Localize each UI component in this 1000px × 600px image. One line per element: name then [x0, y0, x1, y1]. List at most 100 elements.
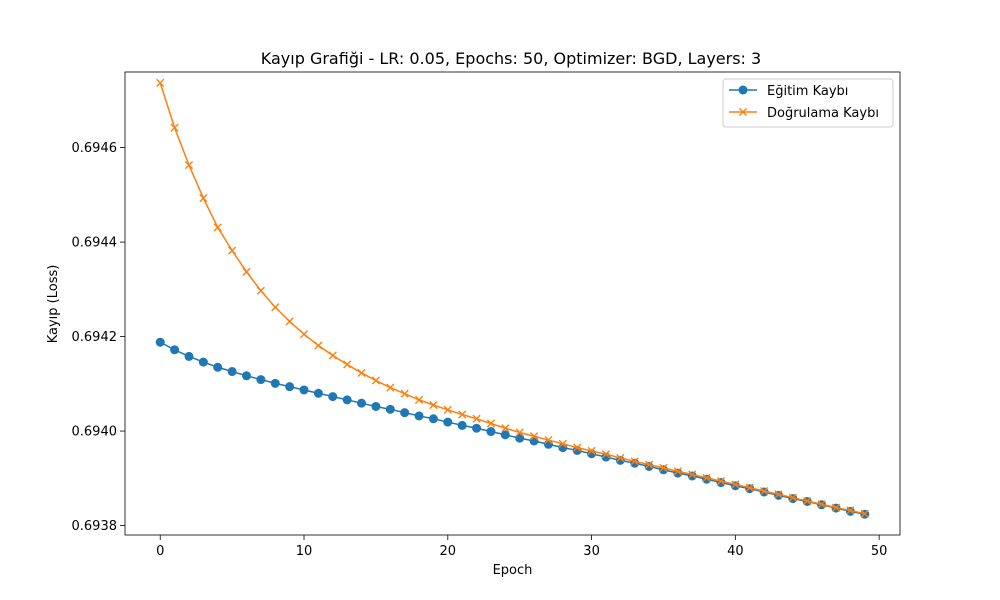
data-point: [241, 371, 251, 381]
data-point: [817, 500, 826, 509]
data-point: [414, 411, 424, 421]
data-point: [774, 490, 783, 499]
legend-label: Doğrulama Kaybı: [767, 106, 879, 121]
data-point: [170, 345, 180, 355]
data-point: [515, 428, 524, 437]
data-point: [314, 341, 323, 350]
data-point: [270, 378, 280, 388]
data-point: [328, 392, 338, 402]
data-point: [731, 480, 740, 489]
data-point: [357, 398, 367, 408]
data-point: [299, 385, 309, 395]
data-point: [601, 450, 611, 459]
data-point: [371, 376, 380, 385]
data-point: [313, 388, 323, 398]
data-point: [285, 317, 294, 326]
data-point: [501, 424, 510, 433]
data-point: [400, 389, 409, 398]
data-point: [458, 410, 467, 419]
data-point: [702, 473, 711, 482]
y-tick-label: 0.6940: [72, 425, 118, 440]
data-point: [472, 414, 481, 423]
data-point: [529, 432, 539, 441]
data-point: [428, 414, 438, 424]
legend-marker: [738, 107, 748, 117]
data-point: [414, 395, 424, 404]
data-point: [256, 286, 265, 295]
x-tick-label: 20: [440, 544, 457, 559]
data-point: [486, 419, 496, 428]
y-tick-label: 0.6944: [72, 236, 118, 251]
data-point: [328, 351, 337, 360]
data-point: [457, 420, 467, 430]
data-point: [616, 453, 625, 463]
x-tick-label: 40: [727, 544, 744, 559]
x-tick-label: 50: [871, 544, 888, 559]
data-point: [486, 427, 496, 437]
plot-frame: [124, 71, 901, 536]
data-point: [515, 433, 525, 443]
x-tick-label: 10: [296, 544, 313, 559]
x-tick-label: 30: [583, 544, 600, 559]
data-point: [184, 351, 194, 361]
data-point: [659, 463, 668, 473]
data-point: [155, 337, 165, 347]
data-point: [472, 423, 482, 433]
data-point: [385, 404, 395, 414]
data-point: [343, 360, 352, 369]
data-point: [357, 368, 366, 378]
data-point: [645, 460, 654, 469]
data-point: [386, 383, 395, 392]
data-point: [170, 123, 179, 132]
x-tick-label: 0: [156, 544, 164, 559]
data-point: [846, 506, 855, 515]
data-point: [227, 367, 237, 377]
data-point: [688, 470, 697, 479]
y-tick-label: 0.6938: [72, 519, 118, 534]
data-point: [716, 477, 726, 486]
data-point: [673, 467, 682, 476]
data-point: [443, 405, 452, 414]
data-point: [213, 223, 222, 232]
y-axis-label: Kayıp (Loss): [46, 265, 61, 344]
data-point: [745, 483, 754, 492]
data-point: [573, 443, 582, 452]
chart-title: Kayıp Grafiği - LR: 0.05, Epochs: 50, Op…: [261, 49, 761, 68]
data-point: [184, 160, 194, 170]
series-2: [156, 78, 869, 518]
data-point: [630, 457, 639, 466]
data-point: [199, 194, 208, 203]
data-point: [198, 357, 208, 367]
data-point: [831, 503, 841, 512]
data-point: [256, 375, 266, 385]
data-point: [285, 382, 295, 392]
data-point: [271, 303, 280, 312]
data-point: [443, 417, 453, 427]
data-point: [500, 430, 510, 440]
data-point: [558, 439, 567, 448]
legend: Eğitim Kaybı Doğrulama Kaybı: [722, 78, 894, 128]
legend-box: [722, 78, 894, 128]
data-point: [156, 78, 165, 87]
legend-marker: [738, 85, 748, 95]
data-point: [788, 493, 797, 502]
y-tick-label: 0.6946: [72, 141, 118, 156]
data-point: [213, 362, 223, 372]
data-point: [400, 408, 410, 418]
data-point: [860, 509, 869, 518]
y-tick-label: 0.6942: [72, 330, 118, 345]
plot-area: 0 10 20 30 40 50 0.6938 0.6940 0.6942 0.6944 0.694…: [72, 71, 901, 559]
data-point: [242, 267, 251, 276]
data-point: [544, 435, 553, 445]
legend-label: Eğitim Kaybı: [767, 84, 848, 99]
data-point: [299, 330, 309, 339]
data-point: [803, 496, 812, 506]
x-axis-label: Epoch: [493, 563, 533, 578]
data-point: [587, 446, 596, 455]
data-point: [228, 246, 237, 255]
data-point: [429, 400, 438, 410]
data-point: [760, 486, 769, 496]
data-point: [371, 401, 381, 411]
data-point: [342, 395, 352, 405]
